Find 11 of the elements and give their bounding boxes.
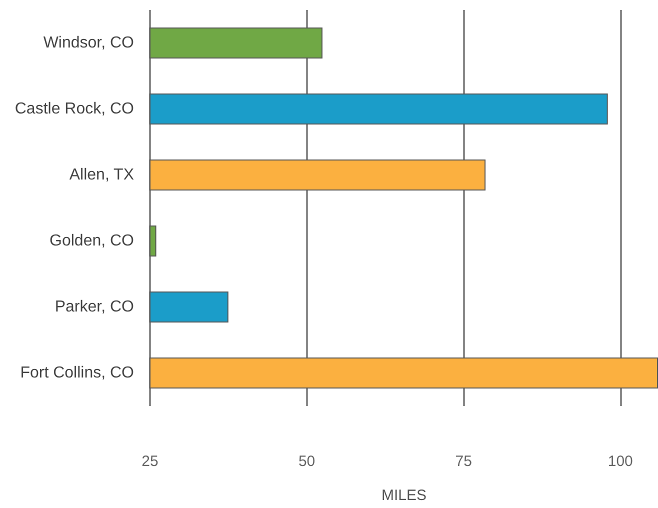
y-tick-label: Golden, CO (50, 232, 134, 250)
y-tick-label: Allen, TX (69, 166, 134, 184)
x-tick-label: 75 (455, 453, 472, 470)
x-tick-label: 100 (608, 453, 633, 470)
y-tick-label: Fort Collins, CO (20, 364, 134, 382)
y-tick-label: Windsor, CO (43, 34, 134, 52)
x-axis-title: MILES (381, 487, 427, 504)
x-tick-label: 50 (298, 453, 316, 470)
x-tick-label: 25 (142, 453, 158, 470)
y-tick-label: Parker, CO (54, 298, 134, 316)
y-tick-label: Castle Rock, CO (14, 100, 134, 118)
